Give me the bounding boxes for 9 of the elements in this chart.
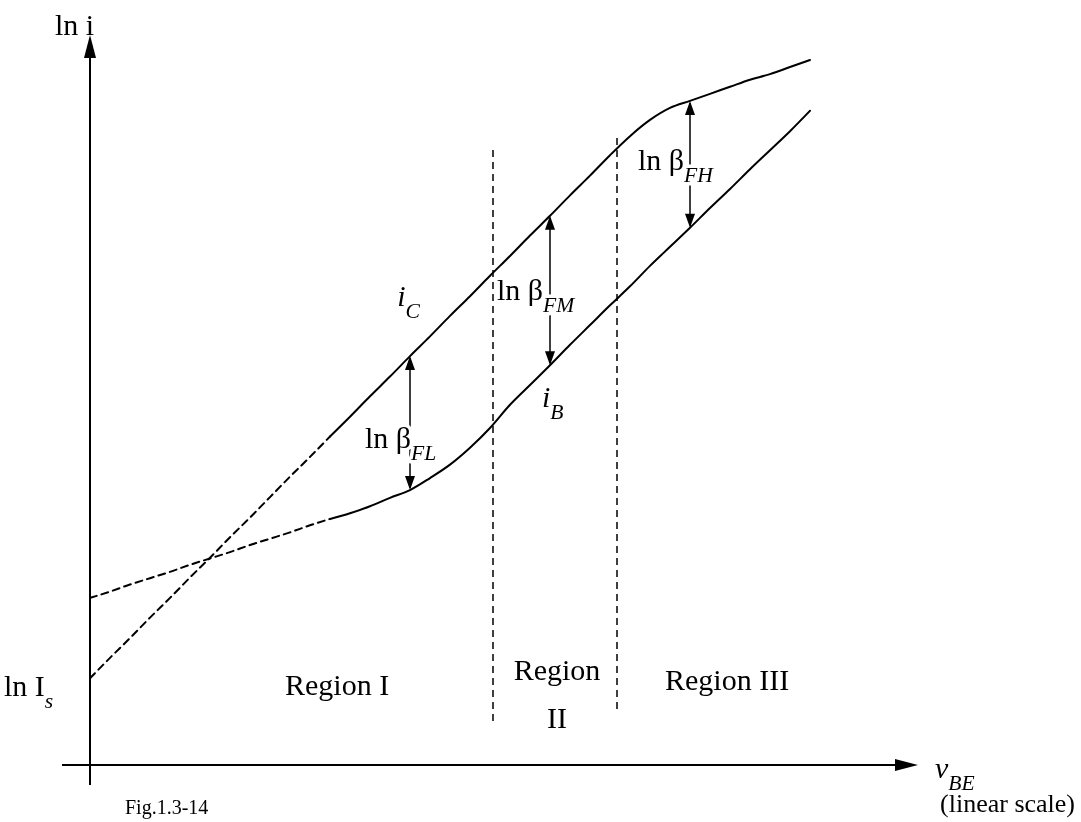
annotation: Region II [513,653,601,734]
legend-label: i$_{B}$ [542,380,564,425]
text: ln I$_{s}$ [4,669,54,713]
x-axis-title: v$_{BE}$ (linear scale) [935,751,1075,818]
annotation: Region III [665,663,790,696]
y-axis-title: ln i [55,8,95,41]
series-label: i$_{C}$ [397,279,421,324]
annotation: Region I [285,668,390,701]
caption: Fig.1.3-14 [125,796,209,819]
